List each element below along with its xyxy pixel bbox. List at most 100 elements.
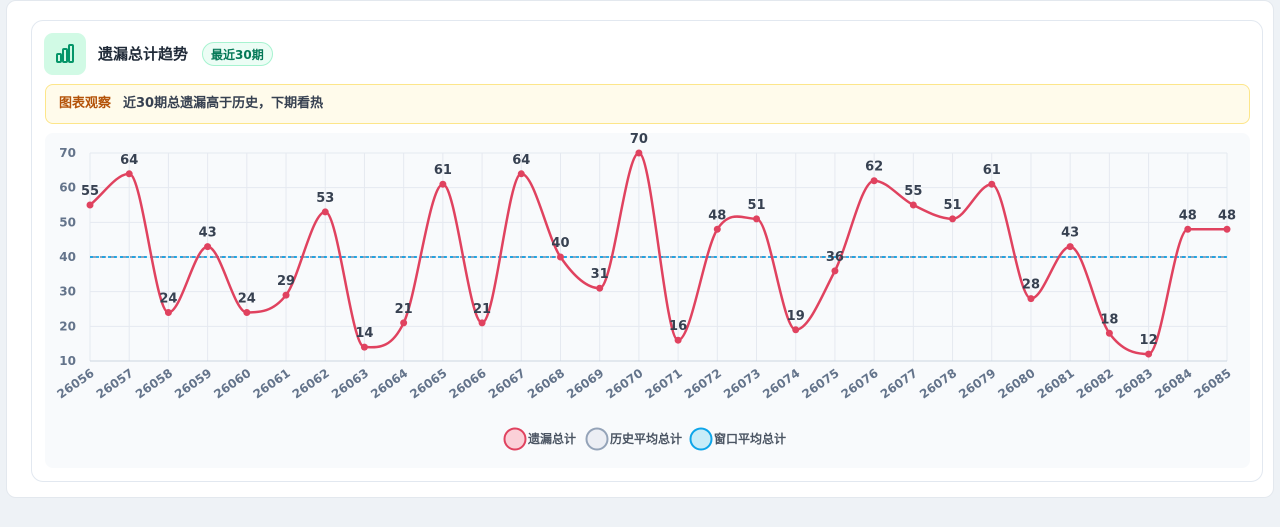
page-container: 遗漏总计趋势 最近30期 图表观察 近30期总遗漏高于历史，下期看热 10 20 3…	[6, 0, 1274, 498]
data-label: 43	[199, 226, 217, 241]
data-label: 12	[1140, 333, 1158, 348]
data-point	[517, 170, 525, 178]
x-tick-label: 26069	[564, 366, 606, 401]
data-point	[439, 180, 447, 188]
data-point	[831, 267, 839, 275]
data-label: 40	[551, 236, 569, 251]
data-point	[792, 326, 800, 334]
data-point	[674, 336, 682, 344]
legend-label: 历史平均总计	[610, 431, 682, 446]
x-tick-label: 26068	[525, 366, 567, 401]
legend-label: 窗口平均总计	[714, 431, 786, 446]
data-point	[713, 225, 721, 233]
x-tick-label: 26060	[211, 366, 253, 401]
x-tick-label: 26062	[290, 366, 332, 401]
data-label: 21	[473, 302, 491, 317]
data-point	[321, 208, 329, 216]
trend-line-chart: 1020304050607026056260572605826059260602…	[54, 133, 1236, 451]
data-label: 19	[787, 309, 805, 324]
x-tick-label: 26078	[917, 366, 959, 401]
x-tick-label: 26071	[643, 366, 685, 401]
chart-observation: 图表观察 近30期总遗漏高于历史，下期看热	[45, 84, 1250, 124]
x-tick-label: 26081	[1035, 366, 1077, 401]
x-tick-label: 26066	[447, 366, 489, 401]
data-point	[204, 243, 212, 251]
data-label: 55	[81, 184, 99, 199]
card-title: 遗漏总计趋势	[98, 45, 189, 63]
legend-label: 遗漏总计	[527, 431, 576, 446]
y-tick-label: 30	[59, 285, 76, 299]
data-point	[1223, 225, 1231, 233]
data-point	[1066, 243, 1074, 251]
data-label: 64	[120, 153, 138, 168]
data-point	[870, 177, 878, 185]
data-point	[596, 284, 604, 292]
x-tick-label: 26067	[486, 366, 528, 401]
x-tick-label: 26074	[760, 366, 802, 401]
data-label: 48	[1218, 208, 1236, 223]
data-label: 43	[1061, 226, 1079, 241]
observation-text: 近30期总遗漏高于历史，下期看热	[123, 96, 324, 111]
x-tick-label: 26057	[94, 366, 136, 401]
y-tick-label: 20	[59, 319, 76, 333]
data-label: 48	[708, 208, 726, 223]
data-point	[635, 149, 643, 157]
data-point	[1184, 225, 1192, 233]
y-tick-label: 70	[59, 146, 76, 160]
observation-label: 图表观察	[59, 96, 112, 111]
data-label: 70	[630, 133, 648, 147]
y-tick-label: 40	[59, 250, 76, 264]
data-point	[909, 201, 917, 209]
data-label: 16	[669, 319, 687, 334]
data-point	[988, 180, 996, 188]
x-tick-label: 26075	[799, 366, 841, 401]
data-label: 36	[826, 250, 844, 265]
data-label: 62	[865, 160, 883, 175]
x-tick-label: 26061	[251, 366, 293, 401]
x-tick-label: 26070	[603, 366, 645, 401]
missing-total-line	[89, 151, 1227, 356]
legend-marker	[585, 427, 609, 451]
data-point	[400, 319, 408, 327]
data-point	[86, 201, 94, 209]
x-tick-label: 26073	[721, 366, 763, 401]
bar-chart-icon	[44, 33, 86, 75]
y-tick-label: 60	[59, 181, 76, 195]
data-label: 55	[904, 184, 922, 199]
data-point	[949, 215, 957, 223]
x-tick-label: 26080	[995, 366, 1037, 401]
x-tick-label: 26084	[1152, 366, 1194, 401]
data-label: 28	[1022, 278, 1040, 293]
data-label: 18	[1100, 312, 1118, 327]
data-label: 24	[238, 291, 256, 306]
x-tick-label: 26077	[878, 366, 920, 401]
x-tick-label: 26083	[1113, 366, 1155, 401]
data-point	[243, 308, 251, 316]
data-point	[282, 291, 290, 299]
data-label: 61	[434, 163, 452, 178]
data-label: 51	[747, 198, 765, 213]
trend-card: 遗漏总计趋势 最近30期 图表观察 近30期总遗漏高于历史，下期看热 10 20 3…	[31, 20, 1263, 482]
data-label: 61	[983, 163, 1001, 178]
data-label: 31	[591, 267, 609, 282]
x-tick-label: 26079	[956, 366, 998, 401]
x-tick-label: 26076	[839, 366, 881, 401]
period-badge: 最近30期	[202, 42, 273, 66]
data-point	[360, 343, 368, 351]
data-label: 48	[1179, 208, 1197, 223]
x-tick-label: 26058	[133, 366, 175, 401]
x-tick-label: 26085	[1191, 366, 1233, 401]
legend-marker	[689, 427, 713, 451]
data-point	[164, 308, 172, 316]
data-point	[556, 253, 564, 261]
y-tick-label: 10	[59, 354, 76, 368]
x-tick-label: 26056	[54, 366, 96, 401]
data-point	[1145, 350, 1153, 358]
data-point	[478, 319, 486, 327]
y-tick-label: 50	[59, 215, 76, 229]
x-tick-label: 26082	[1074, 366, 1116, 401]
data-label: 21	[395, 302, 413, 317]
data-point	[753, 215, 761, 223]
x-tick-label: 26064	[368, 366, 410, 401]
x-tick-label: 26072	[682, 366, 724, 401]
